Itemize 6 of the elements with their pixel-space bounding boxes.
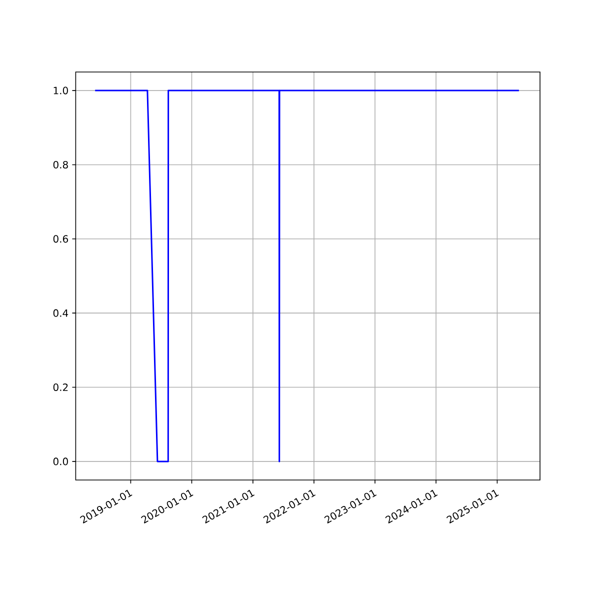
y-tick-label: 0.4: [53, 309, 68, 317]
y-tick-label: 0.6: [53, 235, 68, 243]
y-tick-label: 0.2: [53, 383, 68, 392]
y-tick-label: 1.0: [54, 86, 68, 94]
y-tick-label: 0.8: [53, 160, 68, 169]
y-tick-label: 0.0: [53, 458, 68, 466]
